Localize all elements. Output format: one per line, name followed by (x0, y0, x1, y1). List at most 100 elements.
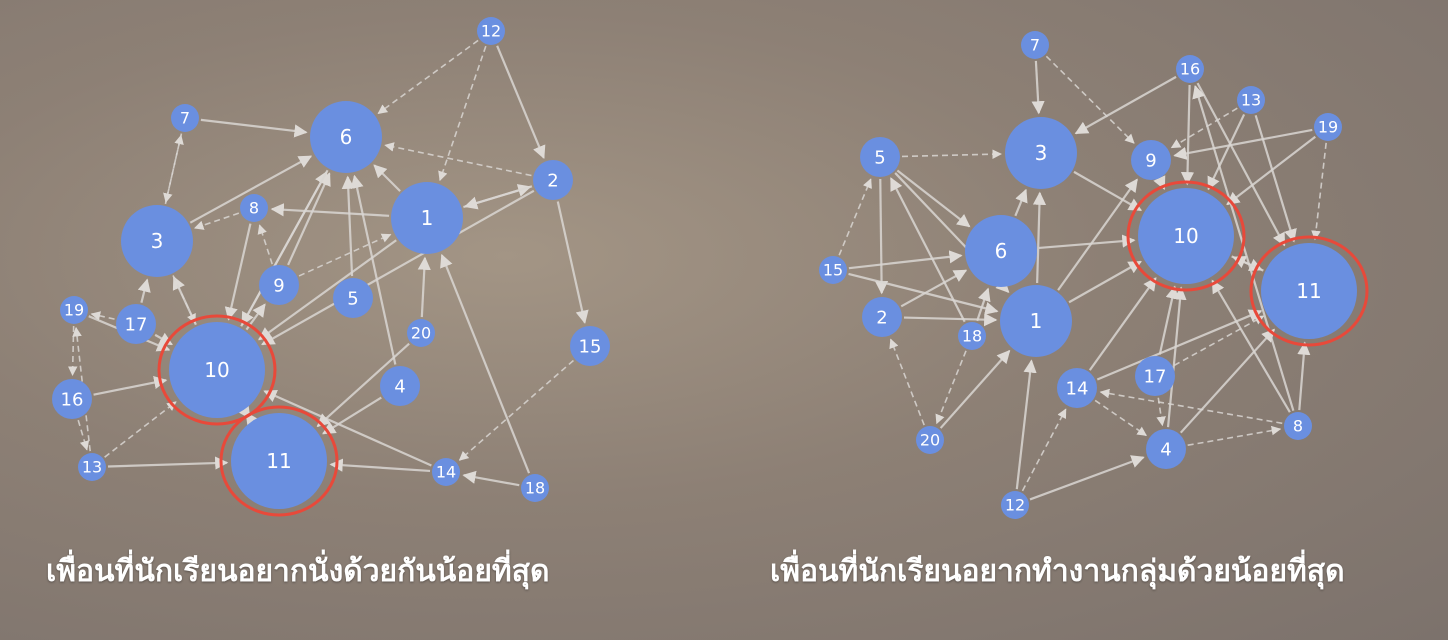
node-circle-17 (116, 304, 156, 344)
edge-7-6 (200, 118, 308, 138)
node-14: 14 (1057, 368, 1097, 408)
node-circle-14 (432, 458, 460, 486)
node-label-9: 9 (1145, 150, 1156, 171)
edge-1-6 (373, 164, 401, 192)
edge-17-3 (137, 278, 151, 303)
node-label-20: 20 (411, 324, 431, 343)
node-circle-16 (1176, 55, 1204, 83)
edge-15-14 (458, 359, 574, 461)
edge-3-10 (172, 275, 196, 324)
edge-2-6 (384, 142, 532, 177)
edge-13-11 (1254, 114, 1297, 243)
edge-8-16 (1192, 84, 1295, 412)
edge-20-1 (417, 256, 431, 318)
edge-6-3 (1014, 188, 1028, 217)
node-label-2: 2 (547, 170, 558, 191)
node-circle-10 (1138, 188, 1234, 284)
edge-17-10 (1158, 285, 1179, 355)
edge-8-3 (193, 212, 240, 230)
edge-20-2 (889, 338, 925, 426)
edges-left (67, 39, 589, 487)
caption-left: เพื่อนที่นักเรียนอยากนั่งด้วยกันน้อยที่ส… (46, 554, 550, 589)
edge-4-8 (1187, 425, 1282, 447)
edges-right (838, 55, 1327, 501)
edge-16-10 (1180, 84, 1195, 186)
node-label-10: 10 (1173, 224, 1198, 248)
node-label-16: 16 (1180, 60, 1200, 79)
edge-5-2 (874, 178, 889, 295)
edge-3-6 (189, 155, 313, 224)
node-circle-19 (1314, 113, 1342, 141)
edge-14-11 (329, 458, 431, 473)
edge-5-3 (901, 149, 1002, 160)
node-20: 20 (407, 319, 435, 347)
edge-17-4 (1156, 397, 1166, 427)
caption-right: เพื่อนที่นักเรียนอยากทำงานกลุ่มด้วยน้อยท… (770, 554, 1345, 589)
node-label-5: 5 (874, 147, 885, 168)
node-1: 1 (1000, 285, 1072, 357)
edge-7-3 (163, 133, 183, 203)
node-label-12: 12 (481, 22, 501, 41)
node-circle-6 (965, 215, 1037, 287)
node-circle-20 (407, 319, 435, 347)
node-13: 13 (78, 453, 106, 481)
highlight-ring-10 (157, 314, 277, 426)
edge-4-11 (322, 396, 382, 435)
node-label-15: 15 (579, 336, 602, 357)
edge-12-2 (496, 45, 546, 160)
node-label-18: 18 (525, 479, 545, 498)
node-7: 7 (171, 104, 199, 132)
node-11: 11 (231, 413, 327, 509)
edge-12-14 (1021, 408, 1067, 492)
node-circle-1 (391, 182, 463, 254)
edge-10-3 (172, 276, 197, 326)
edge-17-11 (1173, 315, 1265, 367)
node-3: 3 (1005, 117, 1077, 189)
edge-18-1 (440, 253, 531, 474)
node-circle-7 (1021, 31, 1049, 59)
node-6: 6 (965, 215, 1037, 287)
edge-1-10 (1068, 260, 1142, 304)
edge-19-16 (67, 325, 78, 376)
node-label-1: 1 (421, 206, 434, 230)
edge-7-3 (1031, 60, 1045, 115)
edge-2-15 (556, 201, 589, 324)
node-label-14: 14 (436, 463, 456, 482)
edge-2-1 (464, 185, 533, 210)
node-circle-17 (1135, 356, 1175, 396)
node-circle-14 (1057, 368, 1097, 408)
edge-9-6 (287, 172, 331, 266)
node-20: 20 (916, 426, 944, 454)
node-18: 18 (958, 322, 986, 350)
node-label-13: 13 (1241, 91, 1261, 110)
node-label-18: 18 (962, 327, 982, 346)
node-17: 17 (116, 304, 156, 344)
edge-4-11 (1179, 328, 1275, 434)
edge-16-10 (93, 376, 168, 396)
edge-2-10 (261, 189, 535, 346)
node-circle-5 (860, 137, 900, 177)
node-label-14: 14 (1066, 378, 1089, 399)
node-circle-6 (310, 101, 382, 173)
node-label-12: 12 (1005, 496, 1025, 515)
node-label-2: 2 (876, 307, 887, 328)
edge-2-1 (903, 313, 998, 327)
edge-12-1 (438, 45, 487, 182)
node-label-8: 8 (249, 199, 259, 218)
node-label-7: 7 (1030, 36, 1040, 55)
node-10: 10 (169, 322, 265, 418)
node-label-4: 4 (394, 376, 405, 397)
edge-17-10 (154, 332, 173, 346)
node-1: 1 (391, 182, 463, 254)
node-label-19: 19 (1318, 118, 1338, 137)
node-11: 11 (1261, 243, 1357, 339)
edge-9-8 (257, 224, 273, 265)
node-label-15: 15 (823, 261, 843, 280)
edge-12-1 (1015, 359, 1037, 490)
edge-5-6 (896, 169, 971, 228)
node-label-19: 19 (64, 301, 84, 320)
node-label-3: 3 (151, 229, 164, 253)
node-circle-11 (1261, 243, 1357, 339)
